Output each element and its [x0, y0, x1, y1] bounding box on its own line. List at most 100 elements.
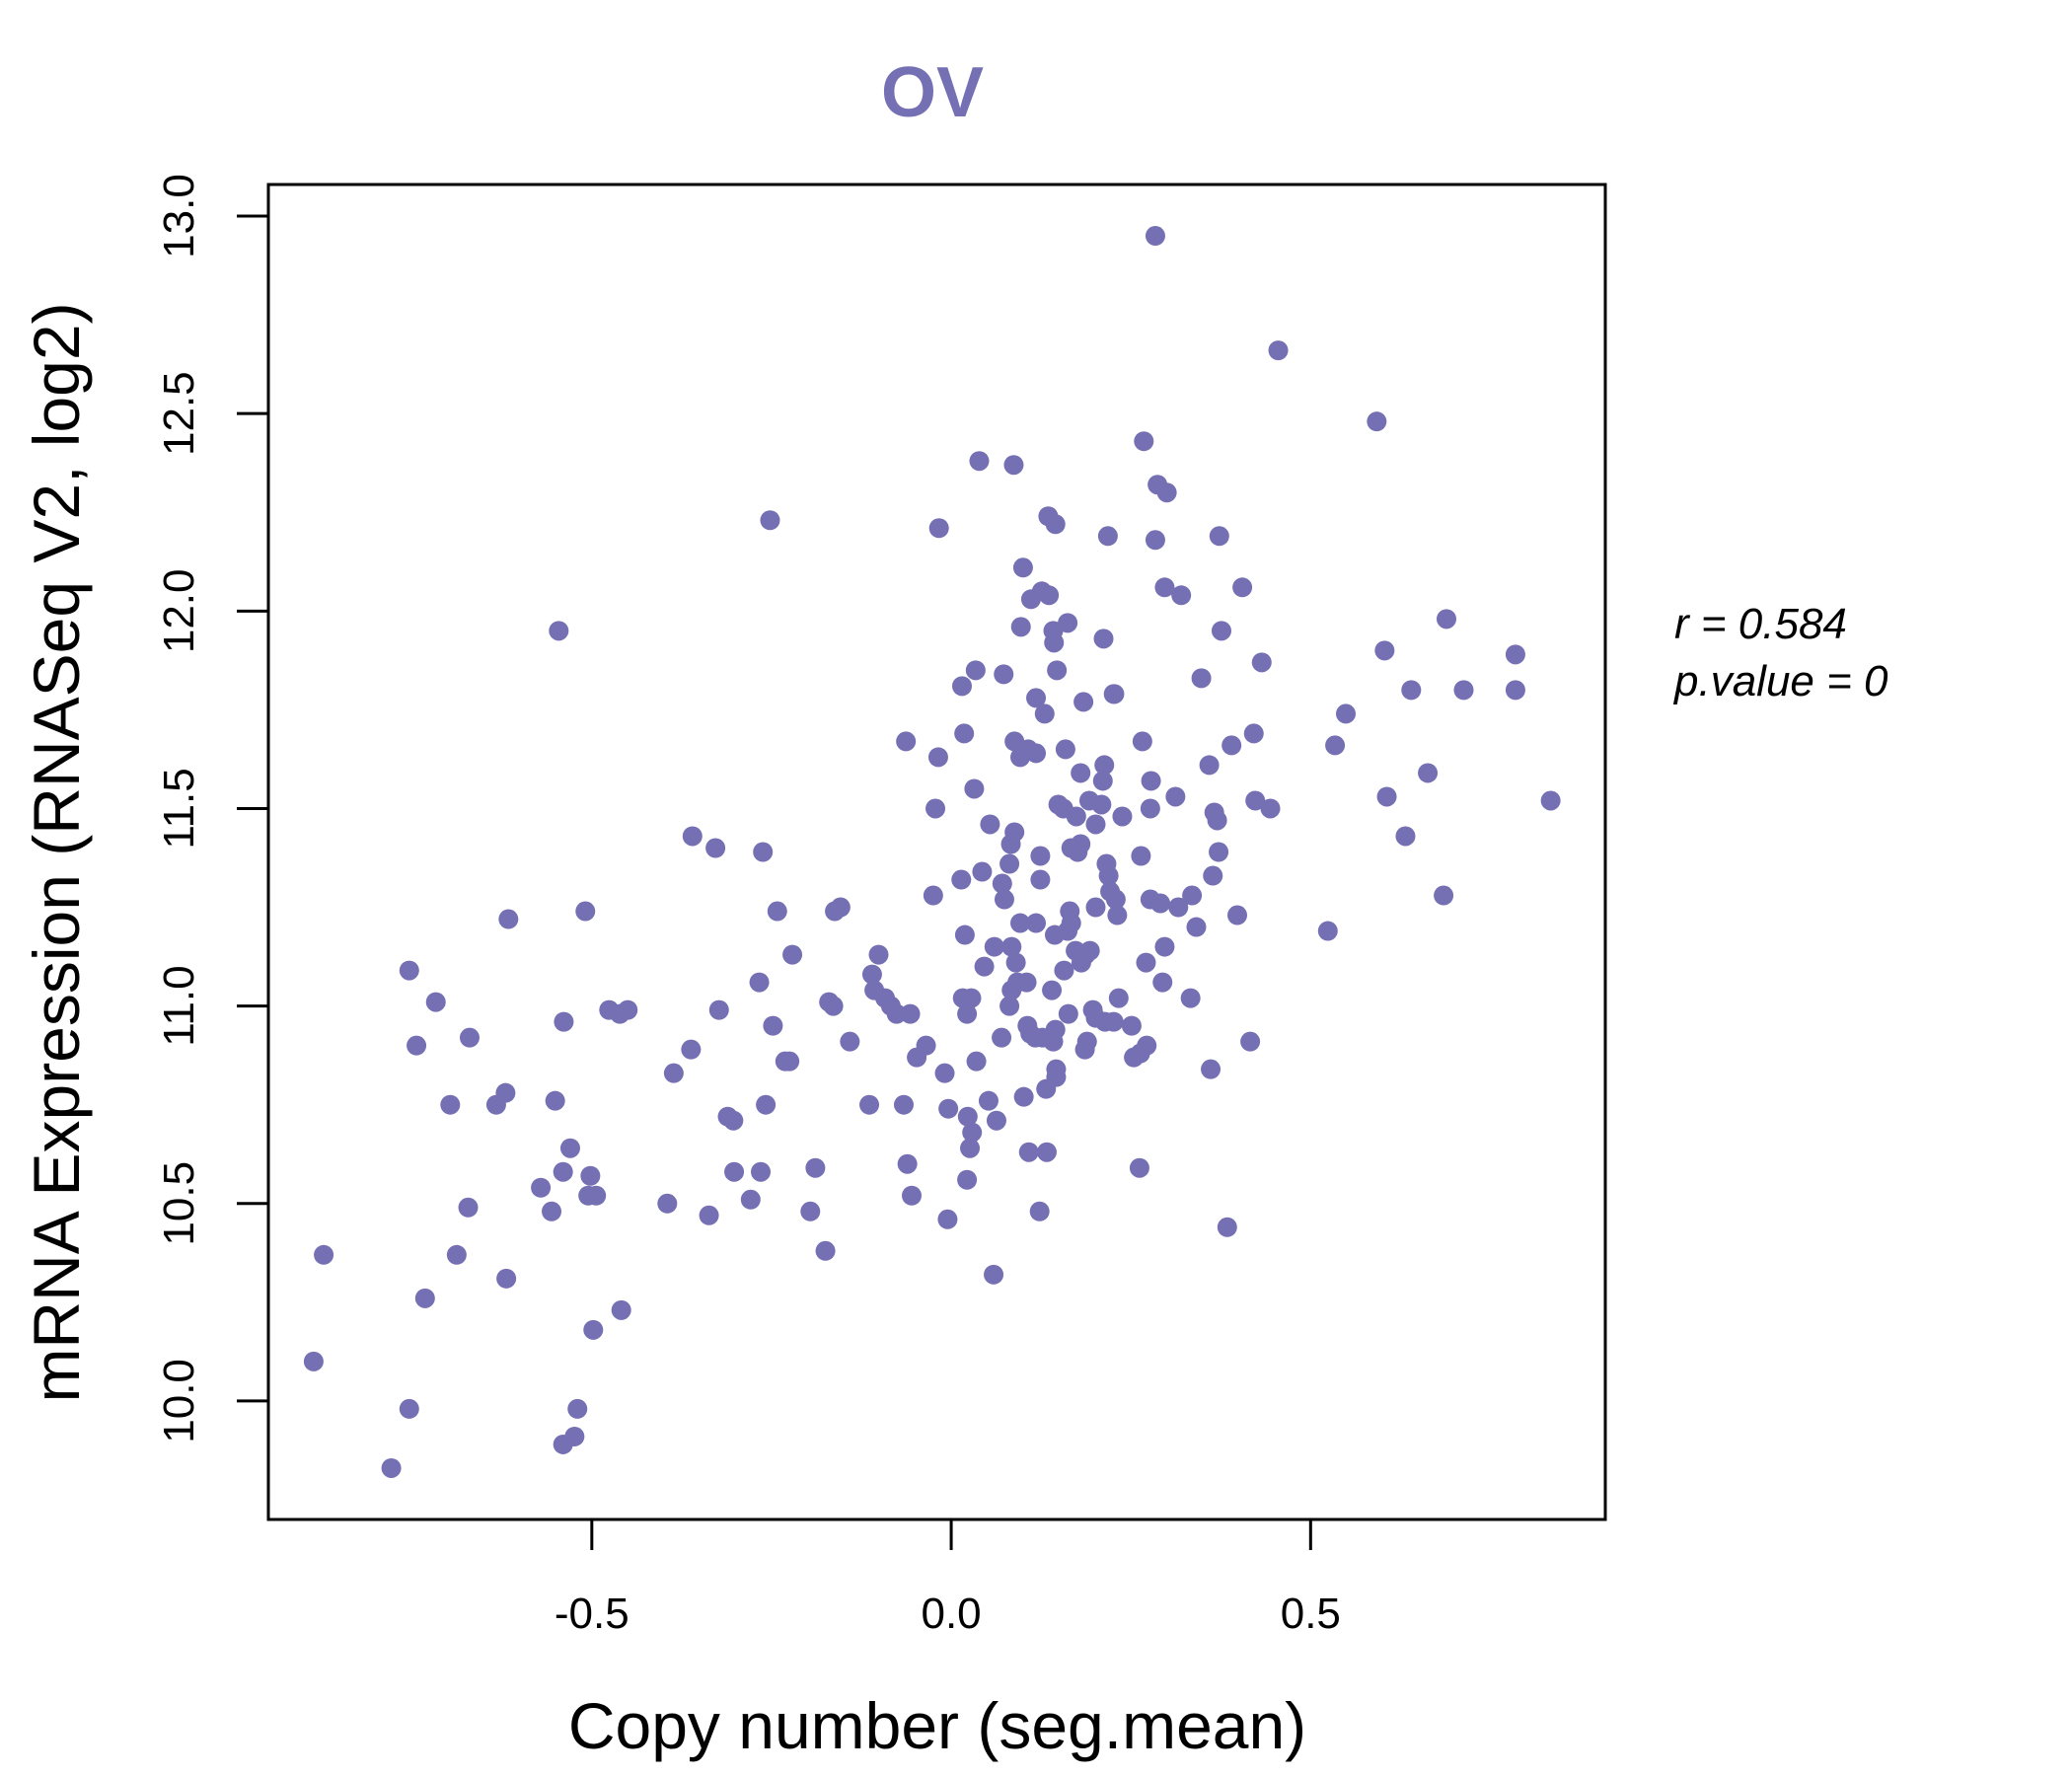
data-point — [564, 1426, 585, 1446]
data-point — [1152, 972, 1173, 993]
y-tick-label: 10.5 — [155, 1161, 203, 1246]
data-point — [1026, 913, 1047, 933]
data-point — [1211, 621, 1231, 641]
data-point — [549, 621, 569, 641]
data-point — [1505, 680, 1525, 701]
data-point — [699, 1205, 719, 1225]
data-point — [1042, 980, 1063, 1000]
data-point — [1016, 972, 1037, 993]
data-point — [1505, 644, 1525, 665]
data-point — [823, 996, 844, 1016]
data-point — [303, 1351, 324, 1371]
data-point — [580, 1165, 601, 1186]
data-point — [902, 1185, 923, 1206]
y-tick-label: 10.0 — [155, 1359, 203, 1443]
data-point — [927, 747, 948, 768]
data-point — [1058, 613, 1078, 633]
data-point — [1103, 1011, 1124, 1032]
data-point — [925, 798, 946, 819]
data-point — [1245, 790, 1266, 811]
data-point — [1209, 526, 1229, 547]
data-point — [542, 1201, 562, 1221]
data-point — [724, 1161, 745, 1182]
data-point — [1437, 609, 1457, 629]
data-point — [893, 1094, 914, 1115]
data-point — [1434, 885, 1454, 906]
data-point — [1045, 1019, 1066, 1040]
data-point — [1221, 735, 1242, 756]
data-point — [1094, 755, 1115, 776]
data-point — [1058, 1003, 1078, 1024]
data-point — [583, 1319, 604, 1340]
data-point — [740, 1189, 761, 1210]
data-point — [986, 1110, 1006, 1131]
data-point — [1240, 1031, 1261, 1052]
data-point — [498, 909, 519, 929]
x-tick-label: -0.5 — [555, 1590, 629, 1638]
data-point — [1317, 921, 1338, 941]
data-point — [978, 1090, 999, 1111]
data-point — [969, 451, 990, 472]
data-point — [1044, 632, 1065, 653]
data-point — [984, 1264, 1004, 1285]
data-point — [992, 1027, 1012, 1048]
data-point — [1071, 834, 1091, 854]
data-point — [1076, 1031, 1097, 1052]
data-point — [496, 1268, 517, 1289]
data-point — [779, 1051, 800, 1072]
data-point — [1171, 585, 1192, 606]
data-point — [1217, 1217, 1237, 1237]
data-point — [1137, 1035, 1157, 1056]
data-point — [554, 1011, 574, 1032]
data-point — [1540, 790, 1561, 811]
data-point — [723, 1110, 744, 1131]
data-point — [495, 1082, 516, 1103]
data-point — [763, 1015, 783, 1036]
data-point — [1085, 897, 1106, 918]
data-point — [1036, 1142, 1057, 1162]
data-point — [1026, 688, 1047, 708]
data-point — [1097, 526, 1118, 547]
data-point — [753, 842, 774, 862]
data-point — [980, 814, 1000, 835]
data-point — [559, 1138, 580, 1158]
data-point — [1026, 743, 1047, 764]
data-point — [1453, 680, 1474, 701]
data-point — [972, 861, 993, 882]
data-point — [1085, 814, 1106, 835]
y-tick-label: 11.5 — [155, 768, 203, 849]
data-point — [1001, 936, 1022, 957]
data-point — [708, 999, 729, 1020]
data-point — [567, 1398, 588, 1419]
data-point — [751, 1161, 772, 1182]
x-tick-label: 0.0 — [921, 1590, 981, 1638]
data-point — [1374, 640, 1395, 661]
scatter-points — [303, 226, 1561, 1478]
x-axis: -0.5 0.0 0.5 — [555, 1517, 1341, 1638]
data-point — [840, 1031, 860, 1052]
data-point — [749, 972, 770, 993]
data-point — [934, 1063, 955, 1083]
data-point — [782, 944, 803, 965]
data-point — [1098, 865, 1119, 886]
data-point — [1154, 577, 1175, 598]
data-point — [1093, 629, 1114, 649]
data-point — [440, 1094, 461, 1115]
data-point — [1003, 455, 1024, 476]
y-tick-label: 12.5 — [155, 371, 203, 456]
data-point — [805, 1157, 826, 1178]
data-point — [1029, 1201, 1050, 1221]
data-point — [1325, 735, 1346, 756]
data-point — [1073, 692, 1094, 712]
data-point — [414, 1288, 435, 1308]
data-point — [1071, 763, 1091, 783]
data-point — [861, 964, 882, 985]
data-point — [994, 889, 1014, 910]
data-point — [1104, 684, 1125, 704]
data-point — [1045, 514, 1066, 535]
data-point — [984, 936, 1004, 957]
data-point — [868, 944, 889, 965]
data-point — [705, 838, 726, 858]
data-point — [1201, 1059, 1221, 1079]
data-point — [446, 1244, 467, 1265]
